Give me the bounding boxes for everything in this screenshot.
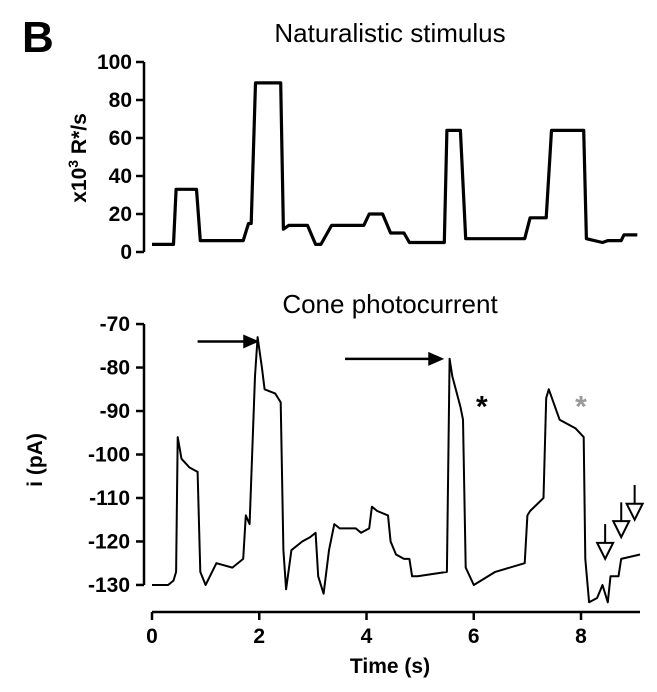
- stimulus-y-tick-label: 20: [109, 203, 132, 226]
- hollow-arrow-head: [625, 502, 645, 522]
- peak-arrow-head: [243, 334, 260, 349]
- photocurrent-xlabel: Time (s): [350, 655, 430, 678]
- asterisk-marker: *: [575, 390, 587, 423]
- photocurrent-title: Cone photocurrent: [282, 289, 498, 319]
- stimulus-chart: Naturalistic stimulus x103 R*/s 0 20 40 60 8…: [65, 18, 638, 264]
- asterisk-marker: *: [476, 390, 488, 423]
- photocurrent-x-tick-label: 2: [253, 625, 265, 648]
- stimulus-ylabel: x103 R*/s: [65, 113, 91, 203]
- stimulus-y-tick-label: 0: [120, 241, 132, 264]
- photocurrent-y-tick-label: -130: [88, 574, 130, 597]
- stimulus-ylabel-prefix: x10: [68, 168, 91, 203]
- photocurrent-y-tick-label: -70: [100, 313, 130, 336]
- photocurrent-x-tick-label: 8: [575, 625, 587, 648]
- stimulus-trace: [152, 81, 638, 246]
- photocurrent-ylabel: i (pA): [24, 433, 47, 487]
- hollow-arrow-head: [611, 520, 631, 540]
- photocurrent-chart: Cone photocurrent i (pA) Time (s) -130 -1…: [24, 289, 645, 678]
- photocurrent-trace: [152, 336, 641, 604]
- photocurrent-x-tick-label: 0: [146, 625, 158, 648]
- stimulus-ylabel-suffix: R*/s: [68, 113, 91, 160]
- photocurrent-y-tick-label: -80: [100, 357, 130, 380]
- stimulus-y-tick-label: 60: [109, 127, 132, 150]
- stimulus-ylabel-exponent: 3: [65, 160, 81, 168]
- stimulus-y-tick-label: 80: [109, 89, 132, 112]
- panel-label: B: [22, 13, 54, 62]
- stimulus-title: Naturalistic stimulus: [274, 18, 505, 48]
- peak-arrow-head: [428, 351, 445, 366]
- photocurrent-y-tick-label: -110: [89, 487, 130, 510]
- stimulus-y-tick-label: 40: [109, 165, 132, 188]
- photocurrent-x-tick-label: 6: [468, 625, 480, 648]
- stimulus-y-tick-label: 100: [97, 51, 132, 74]
- photocurrent-y-tick-label: -90: [100, 400, 130, 423]
- hollow-arrow-head: [595, 541, 615, 562]
- photocurrent-y-tick-label: -120: [88, 530, 130, 553]
- photocurrent-x-tick-label: 4: [361, 625, 373, 648]
- photocurrent-y-tick-label: -100: [88, 444, 130, 467]
